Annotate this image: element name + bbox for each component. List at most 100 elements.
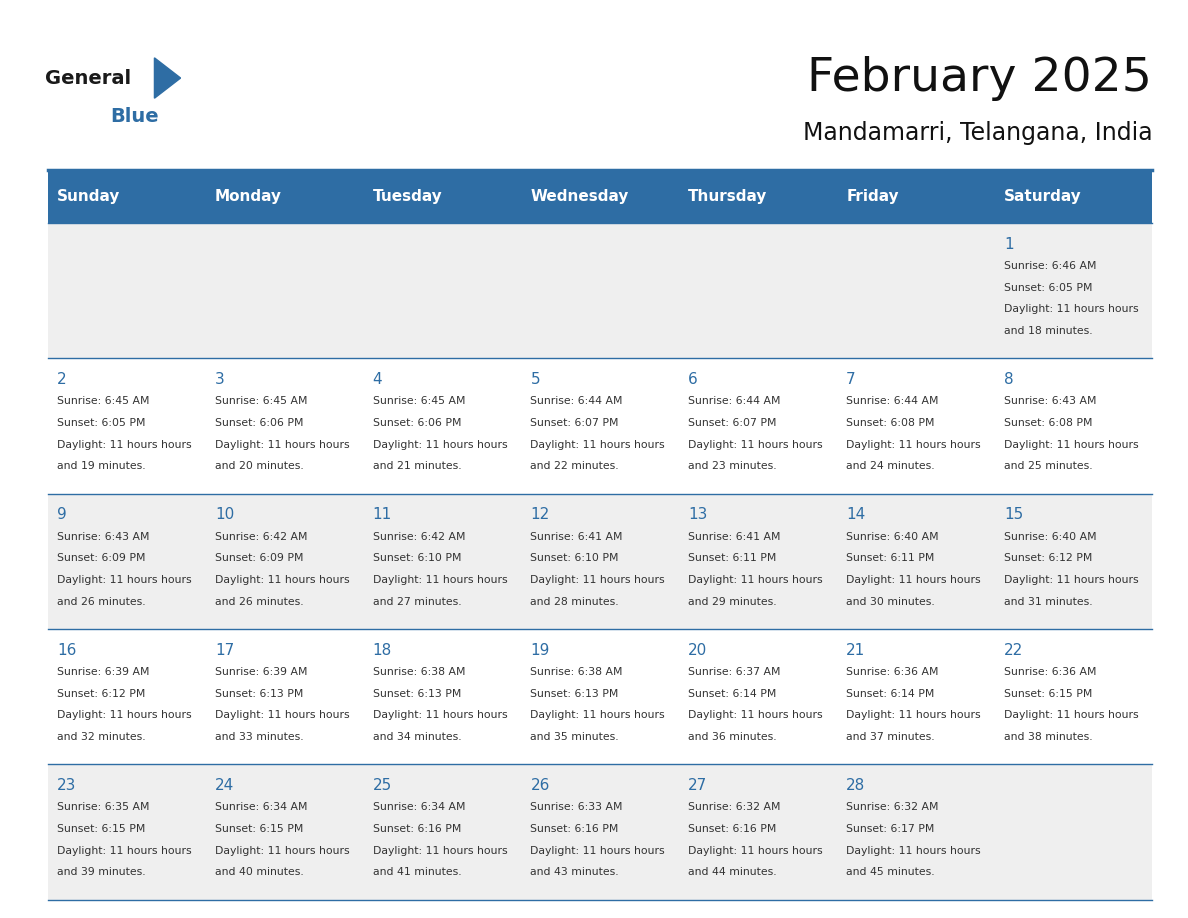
Text: Daylight: 11 hours hours: Daylight: 11 hours hours: [373, 845, 507, 856]
Text: and 21 minutes.: and 21 minutes.: [373, 461, 461, 471]
Text: and 43 minutes.: and 43 minutes.: [531, 868, 619, 878]
Text: 27: 27: [688, 778, 708, 793]
Text: Sunset: 6:09 PM: Sunset: 6:09 PM: [215, 554, 303, 564]
Text: and 27 minutes.: and 27 minutes.: [373, 597, 461, 607]
Text: 4: 4: [373, 372, 383, 386]
Text: 18: 18: [373, 643, 392, 657]
Text: 3: 3: [215, 372, 225, 386]
Text: Daylight: 11 hours hours: Daylight: 11 hours hours: [531, 575, 665, 585]
Text: Sunset: 6:06 PM: Sunset: 6:06 PM: [215, 418, 303, 428]
Text: Sunrise: 6:44 AM: Sunrise: 6:44 AM: [531, 397, 623, 407]
Text: and 32 minutes.: and 32 minutes.: [57, 732, 146, 742]
Text: Sunset: 6:11 PM: Sunset: 6:11 PM: [846, 554, 935, 564]
Text: and 20 minutes.: and 20 minutes.: [215, 461, 304, 471]
Text: Thursday: Thursday: [688, 189, 767, 204]
Bar: [48, 765, 1152, 900]
Text: February 2025: February 2025: [808, 55, 1152, 101]
Text: Sunrise: 6:39 AM: Sunrise: 6:39 AM: [215, 666, 308, 677]
Text: Sunrise: 6:46 AM: Sunrise: 6:46 AM: [1004, 261, 1097, 271]
Text: Daylight: 11 hours hours: Daylight: 11 hours hours: [846, 845, 981, 856]
Text: Daylight: 11 hours hours: Daylight: 11 hours hours: [215, 575, 349, 585]
Bar: [678, 170, 836, 223]
Text: Sunset: 6:10 PM: Sunset: 6:10 PM: [531, 554, 619, 564]
Text: Sunrise: 6:45 AM: Sunrise: 6:45 AM: [215, 397, 308, 407]
Text: Sunset: 6:08 PM: Sunset: 6:08 PM: [1004, 418, 1093, 428]
Text: and 31 minutes.: and 31 minutes.: [1004, 597, 1093, 607]
Text: Sunset: 6:11 PM: Sunset: 6:11 PM: [688, 554, 777, 564]
Text: Daylight: 11 hours hours: Daylight: 11 hours hours: [531, 711, 665, 721]
Bar: [48, 629, 1152, 765]
Text: Daylight: 11 hours hours: Daylight: 11 hours hours: [215, 711, 349, 721]
Bar: [48, 170, 206, 223]
Text: Daylight: 11 hours hours: Daylight: 11 hours hours: [57, 440, 191, 450]
Text: 1: 1: [1004, 237, 1013, 252]
Text: Monday: Monday: [215, 189, 282, 204]
Text: Daylight: 11 hours hours: Daylight: 11 hours hours: [215, 440, 349, 450]
Text: Daylight: 11 hours hours: Daylight: 11 hours hours: [688, 575, 823, 585]
Text: and 28 minutes.: and 28 minutes.: [531, 597, 619, 607]
Text: and 35 minutes.: and 35 minutes.: [531, 732, 619, 742]
Text: Daylight: 11 hours hours: Daylight: 11 hours hours: [373, 440, 507, 450]
Text: Sunrise: 6:41 AM: Sunrise: 6:41 AM: [531, 532, 623, 542]
Text: Sunset: 6:05 PM: Sunset: 6:05 PM: [1004, 283, 1093, 293]
Text: 11: 11: [373, 508, 392, 522]
Text: 20: 20: [688, 643, 708, 657]
Text: and 38 minutes.: and 38 minutes.: [1004, 732, 1093, 742]
Text: Sunrise: 6:41 AM: Sunrise: 6:41 AM: [688, 532, 781, 542]
Text: Sunrise: 6:35 AM: Sunrise: 6:35 AM: [57, 802, 150, 812]
Text: Friday: Friday: [846, 189, 899, 204]
Text: Wednesday: Wednesday: [531, 189, 628, 204]
Text: Sunset: 6:07 PM: Sunset: 6:07 PM: [531, 418, 619, 428]
Text: Daylight: 11 hours hours: Daylight: 11 hours hours: [688, 711, 823, 721]
Text: Sunrise: 6:42 AM: Sunrise: 6:42 AM: [215, 532, 308, 542]
Text: Daylight: 11 hours hours: Daylight: 11 hours hours: [1004, 304, 1138, 314]
Text: Sunset: 6:14 PM: Sunset: 6:14 PM: [846, 688, 935, 699]
Text: Sunset: 6:16 PM: Sunset: 6:16 PM: [688, 823, 777, 834]
Bar: [522, 170, 678, 223]
Text: Daylight: 11 hours hours: Daylight: 11 hours hours: [373, 711, 507, 721]
Text: and 29 minutes.: and 29 minutes.: [688, 597, 777, 607]
Text: Mandamarri, Telangana, India: Mandamarri, Telangana, India: [803, 121, 1152, 145]
Text: and 44 minutes.: and 44 minutes.: [688, 868, 777, 878]
Text: Daylight: 11 hours hours: Daylight: 11 hours hours: [215, 845, 349, 856]
Text: 23: 23: [57, 778, 76, 793]
Text: 13: 13: [688, 508, 708, 522]
Text: 19: 19: [531, 643, 550, 657]
Text: and 34 minutes.: and 34 minutes.: [373, 732, 461, 742]
Text: Sunset: 6:05 PM: Sunset: 6:05 PM: [57, 418, 145, 428]
Text: Daylight: 11 hours hours: Daylight: 11 hours hours: [1004, 711, 1138, 721]
Text: Daylight: 11 hours hours: Daylight: 11 hours hours: [1004, 440, 1138, 450]
Text: Sunset: 6:13 PM: Sunset: 6:13 PM: [373, 688, 461, 699]
Text: 10: 10: [215, 508, 234, 522]
Bar: [206, 170, 364, 223]
Bar: [994, 170, 1152, 223]
Text: Sunset: 6:15 PM: Sunset: 6:15 PM: [1004, 688, 1093, 699]
Text: and 36 minutes.: and 36 minutes.: [688, 732, 777, 742]
Text: Sunrise: 6:34 AM: Sunrise: 6:34 AM: [215, 802, 308, 812]
Text: 15: 15: [1004, 508, 1023, 522]
Text: Sunrise: 6:32 AM: Sunrise: 6:32 AM: [846, 802, 939, 812]
Text: Sunset: 6:16 PM: Sunset: 6:16 PM: [531, 823, 619, 834]
Text: 5: 5: [531, 372, 541, 386]
Bar: [364, 170, 522, 223]
Text: Blue: Blue: [110, 107, 159, 126]
Text: Sunrise: 6:43 AM: Sunrise: 6:43 AM: [1004, 397, 1097, 407]
Text: Sunrise: 6:44 AM: Sunrise: 6:44 AM: [688, 397, 781, 407]
Text: Sunrise: 6:37 AM: Sunrise: 6:37 AM: [688, 666, 781, 677]
Polygon shape: [154, 58, 181, 98]
Text: 8: 8: [1004, 372, 1013, 386]
Bar: [48, 494, 1152, 629]
Text: Sunset: 6:09 PM: Sunset: 6:09 PM: [57, 554, 145, 564]
Text: Saturday: Saturday: [1004, 189, 1082, 204]
Text: Daylight: 11 hours hours: Daylight: 11 hours hours: [688, 440, 823, 450]
Text: Sunrise: 6:33 AM: Sunrise: 6:33 AM: [531, 802, 623, 812]
Text: Sunrise: 6:38 AM: Sunrise: 6:38 AM: [531, 666, 623, 677]
Text: Sunset: 6:16 PM: Sunset: 6:16 PM: [373, 823, 461, 834]
Text: Sunrise: 6:36 AM: Sunrise: 6:36 AM: [846, 666, 939, 677]
Bar: [48, 223, 1152, 358]
Text: and 41 minutes.: and 41 minutes.: [373, 868, 461, 878]
Text: 7: 7: [846, 372, 855, 386]
Text: Sunset: 6:12 PM: Sunset: 6:12 PM: [1004, 554, 1093, 564]
Text: Sunrise: 6:38 AM: Sunrise: 6:38 AM: [373, 666, 466, 677]
Text: and 40 minutes.: and 40 minutes.: [215, 868, 304, 878]
